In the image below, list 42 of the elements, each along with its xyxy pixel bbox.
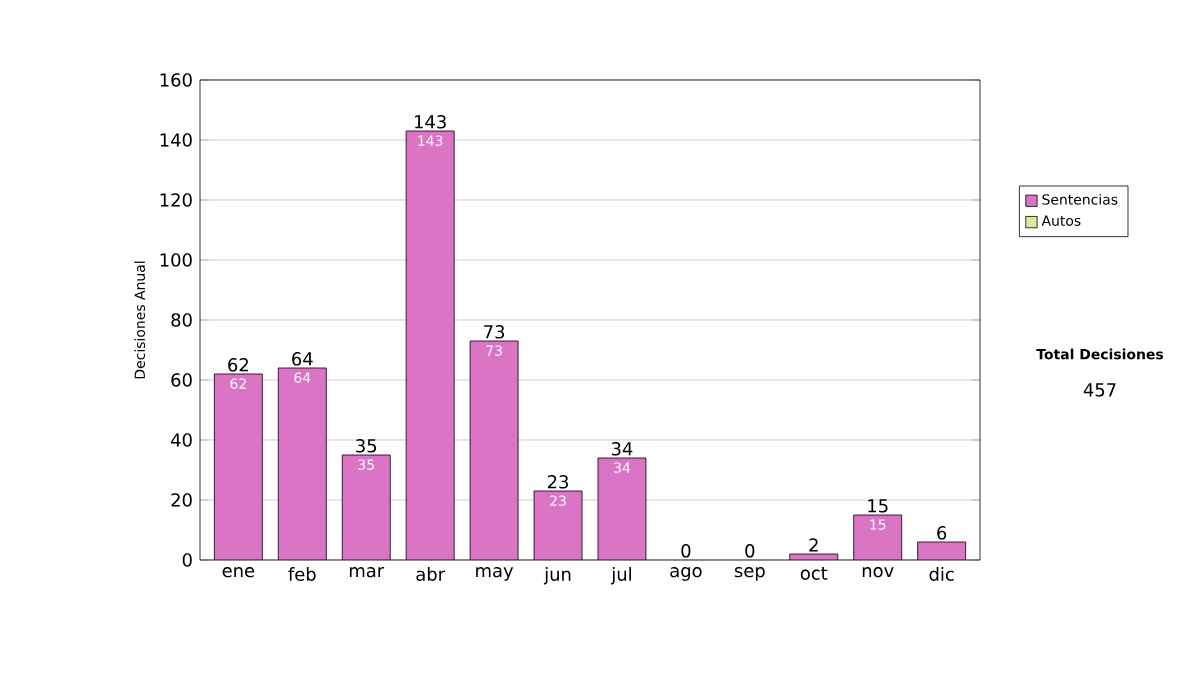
bar <box>278 368 327 560</box>
total-label: 0 <box>681 544 691 558</box>
total-label: 34 <box>611 442 633 456</box>
text: 457 <box>1083 383 1116 397</box>
total-label: 0 <box>745 544 755 558</box>
total-label: 2 <box>809 538 818 552</box>
total-label: 6 <box>937 526 947 540</box>
y-tick-label: 100 <box>160 253 192 267</box>
bar <box>534 491 583 560</box>
bar <box>342 455 391 560</box>
x-tick-label: feb <box>288 567 316 581</box>
total-label: 64 <box>292 352 313 366</box>
bar <box>406 130 455 560</box>
y-tick-label: 160 <box>160 73 192 87</box>
y-tick-label: 120 <box>160 193 192 207</box>
y-tick-label: 0 <box>182 553 192 567</box>
x-tick-label: jul <box>611 567 631 585</box>
bar <box>214 374 263 560</box>
x-tick-label: dic <box>929 567 954 581</box>
bar <box>470 341 519 560</box>
total-label: 23 <box>547 475 568 489</box>
total-label: 73 <box>484 325 505 339</box>
total-label: 143 <box>415 115 446 129</box>
total-label: 35 <box>356 439 377 453</box>
y-tick-label: 140 <box>160 133 192 147</box>
x-tick-label: ago <box>670 567 702 581</box>
x-tick-label: oct <box>800 567 828 580</box>
x-tick-label: ene <box>222 567 255 578</box>
total-label: 15 <box>868 499 888 513</box>
x-tick-label: abr <box>416 567 446 581</box>
x-tick-label: may <box>476 567 514 581</box>
total-label: 62 <box>228 358 248 372</box>
x-tick-label: mar <box>349 567 385 578</box>
bar <box>597 458 646 560</box>
bar <box>853 514 903 560</box>
x-tick-label: nov <box>862 567 894 578</box>
y-tick-label: 20 <box>171 493 192 507</box>
x-tick-label: sep <box>734 567 765 581</box>
y-tick-label: 40 <box>171 433 192 447</box>
y-tick-label: 60 <box>171 373 192 387</box>
x-tick-label: jun <box>543 567 571 585</box>
y-tick-label: 80 <box>171 313 192 327</box>
